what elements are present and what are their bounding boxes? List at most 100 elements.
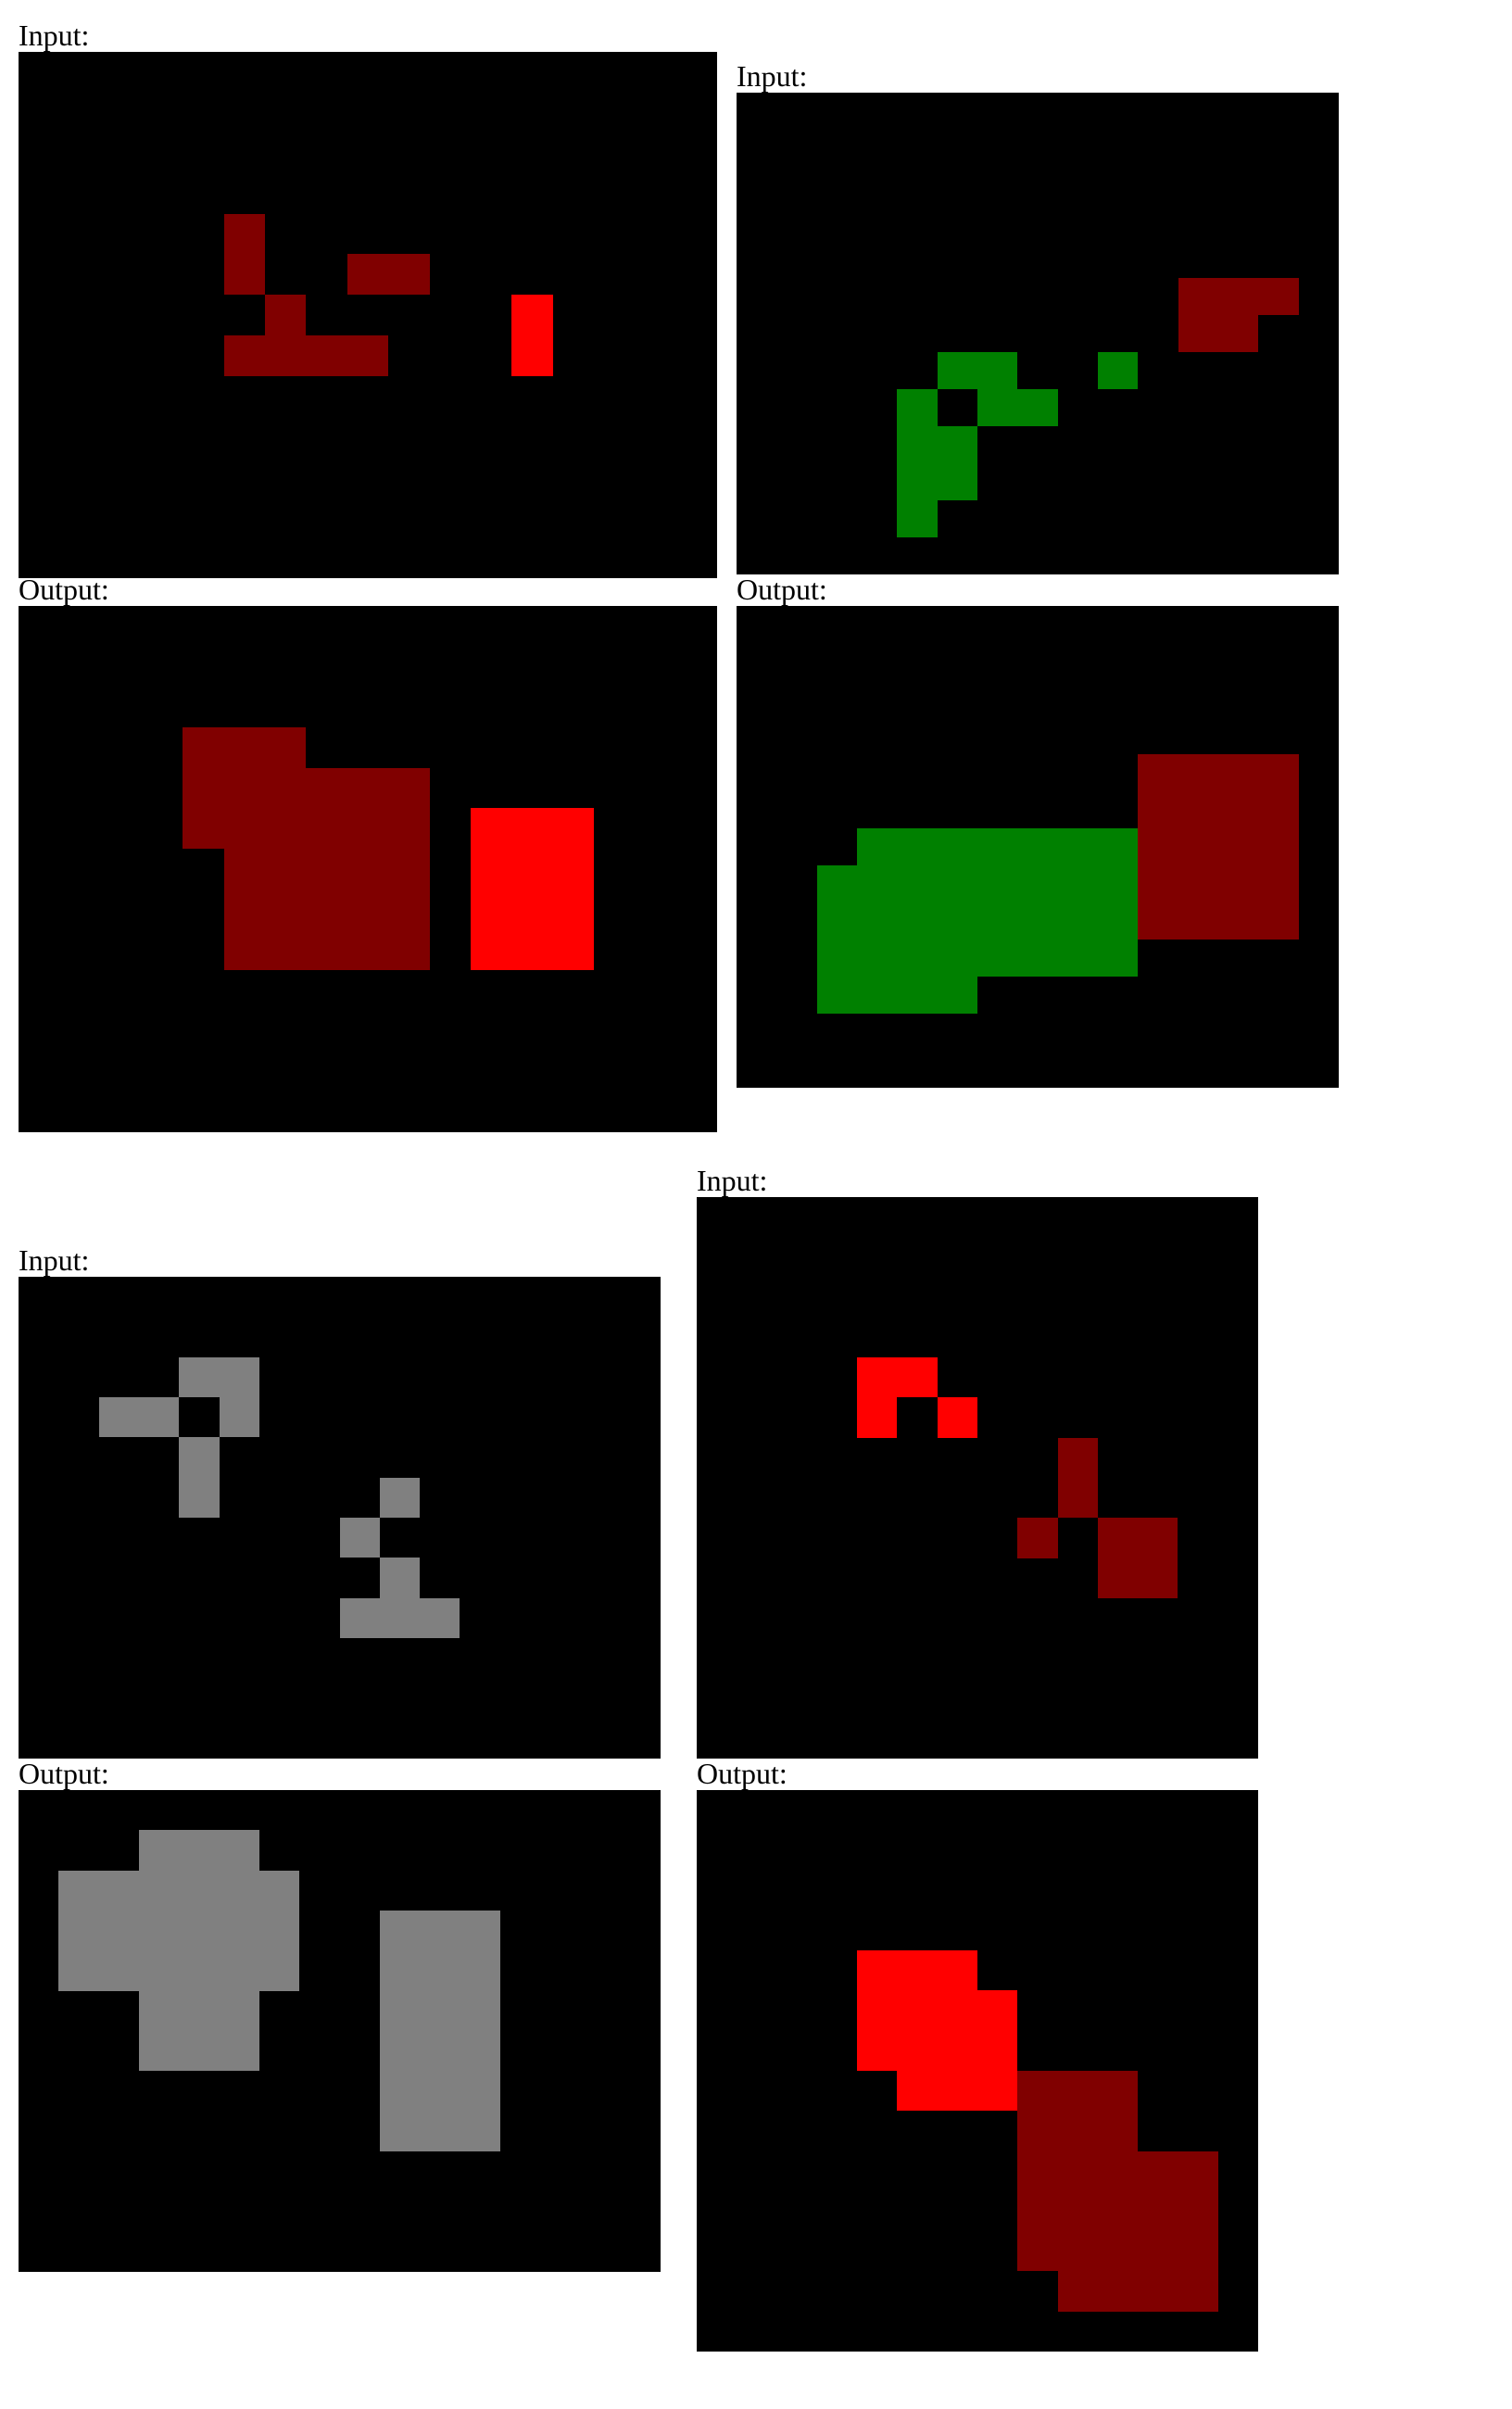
grid-cell — [1178, 940, 1218, 977]
grid-cell — [1097, 902, 1139, 940]
grid-cell — [593, 849, 636, 889]
grid-cell — [593, 767, 636, 809]
grid-cell — [511, 849, 553, 889]
grid-cell — [776, 500, 817, 537]
grid-cell — [346, 173, 389, 214]
grid-cell — [470, 537, 512, 578]
grid-cell — [219, 2030, 259, 2072]
grid-cell — [258, 1437, 300, 1478]
grid-cell — [306, 646, 347, 687]
grid-cell — [675, 537, 717, 578]
grid-cell — [429, 375, 471, 417]
grid-cell — [59, 416, 101, 457]
grid-cell — [580, 1356, 621, 1397]
grid-cell — [635, 606, 676, 647]
grid-cell — [142, 254, 183, 296]
grid-cell — [460, 1558, 500, 1598]
grid-cell — [511, 132, 553, 174]
grid-cell — [675, 92, 717, 133]
grid-cell — [675, 646, 717, 687]
grid-cell — [19, 2191, 59, 2232]
grid-cell — [1258, 93, 1299, 130]
grid-cell — [1057, 2070, 1098, 2112]
grid-cell — [142, 1010, 183, 1052]
grid-cell — [1298, 606, 1339, 643]
grid-cell — [1178, 1558, 1218, 1598]
grid-cell — [1178, 1990, 1218, 2031]
grid-cell — [857, 1317, 898, 1358]
grid-cell — [1298, 278, 1339, 315]
grid-cell — [339, 2191, 380, 2232]
grid-cell — [58, 1678, 99, 1719]
grid-cell — [816, 680, 857, 717]
grid-cell — [339, 2150, 380, 2192]
grid-cell — [816, 754, 857, 791]
grid-cell — [98, 1790, 139, 1831]
grid-cell — [897, 204, 938, 241]
grid-cell — [552, 808, 594, 850]
grid-cell — [737, 2111, 777, 2151]
grid-cell — [593, 646, 636, 687]
grid-cell — [737, 1950, 777, 1991]
grid-cell — [937, 902, 977, 940]
grid-cell — [1298, 977, 1339, 1014]
grid-cell — [937, 463, 977, 500]
input-grid-4 — [697, 1197, 1258, 1759]
grid-cell — [776, 1558, 817, 1598]
grid-cell — [98, 1990, 139, 2031]
grid-cell — [183, 849, 224, 889]
grid-cell — [1057, 1317, 1098, 1358]
grid-cell — [620, 1396, 661, 1438]
input-grid-3 — [19, 1277, 661, 1759]
grid-cell — [19, 1517, 59, 1558]
grid-cell — [697, 1830, 737, 1871]
grid-cell — [620, 1477, 661, 1518]
grid-cell — [540, 1910, 581, 1951]
grid-cell — [1097, 865, 1139, 902]
grid-cell — [580, 1558, 621, 1598]
grid-cell — [470, 808, 512, 850]
grid-cell — [179, 1437, 220, 1478]
grid-cell — [339, 1637, 380, 1679]
grid-cell — [1217, 2111, 1258, 2151]
grid-cell — [937, 500, 977, 537]
grid-cell — [737, 500, 777, 537]
grid-cell — [223, 132, 266, 174]
grid-cell — [223, 537, 266, 578]
grid-cell — [635, 1091, 676, 1132]
grid-cell — [1217, 278, 1259, 315]
grid-cell — [19, 2071, 59, 2112]
grid-cell — [540, 1637, 581, 1679]
grid-cell — [219, 2231, 259, 2272]
grid-cell — [593, 254, 636, 296]
grid-cell — [856, 828, 898, 865]
grid-cell — [1057, 2030, 1098, 2071]
grid-cell — [420, 1356, 460, 1397]
grid-cell — [339, 1437, 380, 1478]
grid-cell — [675, 52, 717, 93]
grid-cell — [976, 791, 1018, 828]
grid-cell — [697, 1790, 737, 1831]
grid-cell — [776, 2070, 817, 2112]
grid-cell — [379, 1517, 421, 1558]
grid-cell — [511, 92, 553, 133]
grid-cell — [897, 315, 938, 352]
grid-cell — [635, 334, 676, 376]
grid-cell — [856, 643, 898, 680]
grid-cell — [697, 1317, 737, 1358]
grid-cell — [19, 727, 60, 768]
grid-cell — [1097, 315, 1139, 352]
grid-cell — [737, 1597, 777, 1639]
grid-cell — [1178, 1790, 1218, 1831]
grid-cell — [976, 865, 1018, 902]
grid-cell — [856, 754, 898, 791]
grid-cell — [429, 52, 471, 93]
grid-cell — [219, 1277, 259, 1318]
grid-cell — [339, 1558, 380, 1598]
grid-cell — [776, 2271, 817, 2312]
grid-cell — [856, 241, 898, 278]
grid-cell — [306, 808, 347, 850]
grid-cell — [100, 646, 143, 687]
grid-cell — [540, 1356, 581, 1397]
grid-cell — [776, 2150, 817, 2191]
